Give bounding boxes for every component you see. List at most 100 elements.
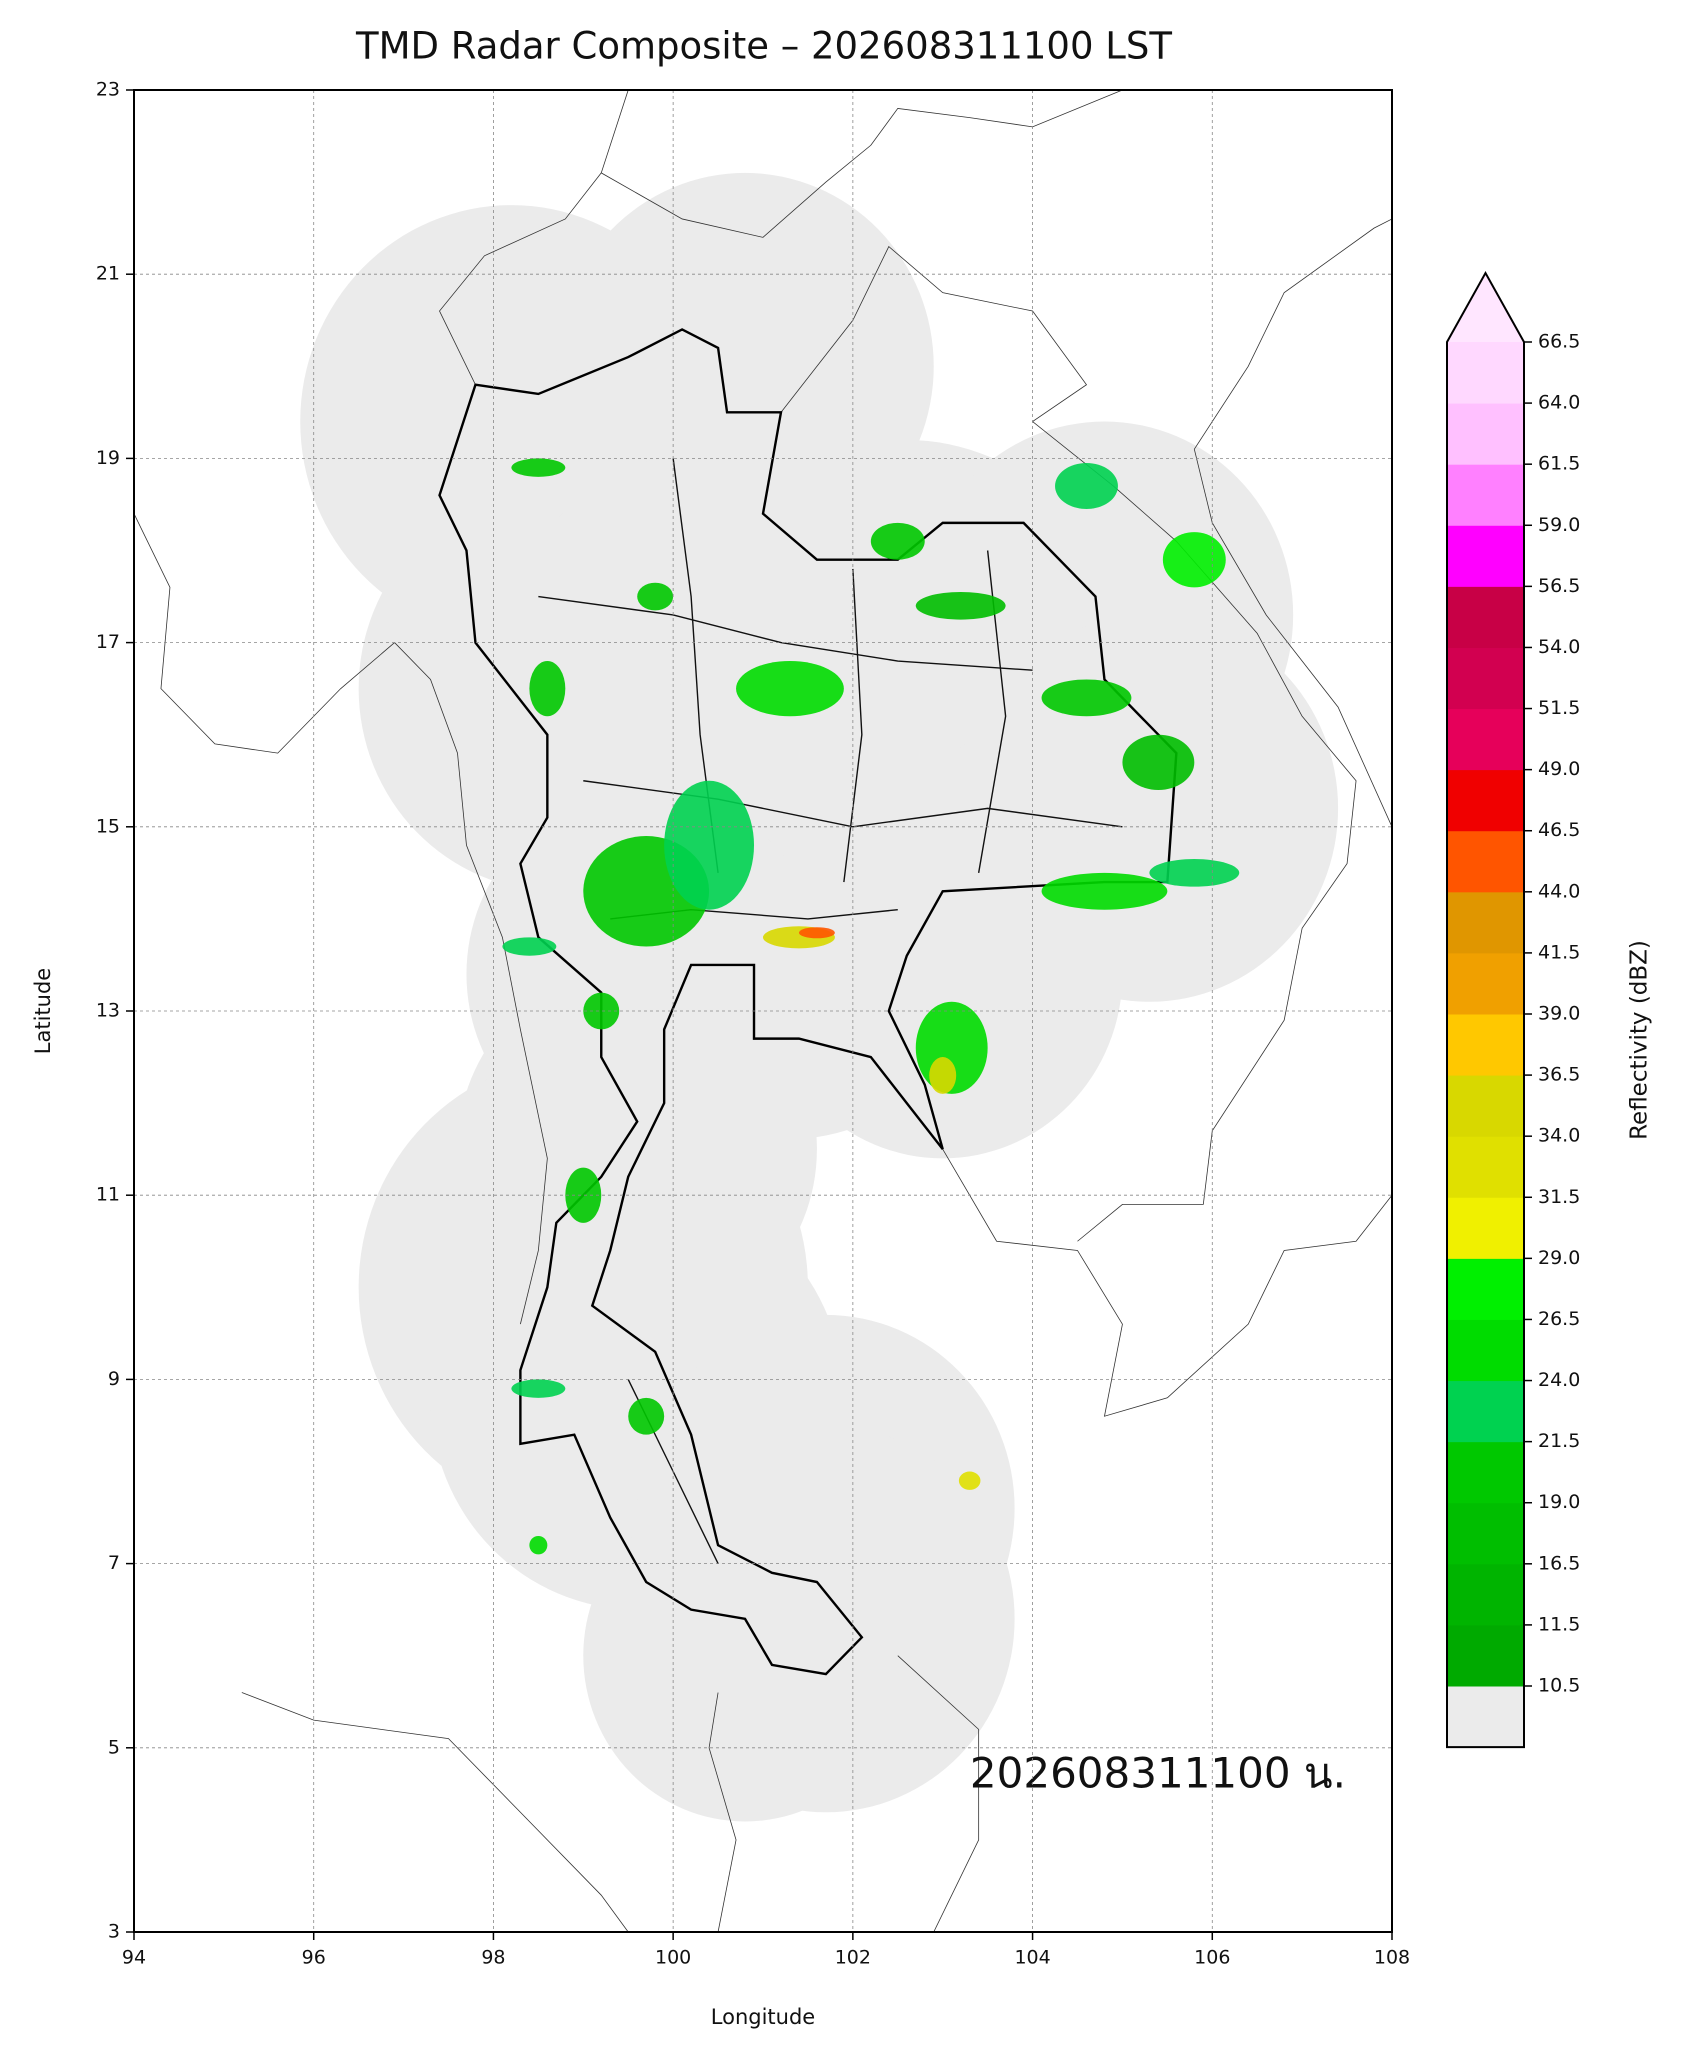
colorbar-tick-label: 16.5 <box>1538 1552 1580 1574</box>
x-tick-label: 98 <box>481 1947 505 1969</box>
coastline <box>134 513 548 1325</box>
radar-echo <box>1041 872 1168 910</box>
colorbar-band <box>1447 952 1524 1015</box>
colorbar-band <box>1447 1563 1524 1626</box>
colorbar-tick-label: 51.5 <box>1538 697 1580 719</box>
radar-echo <box>664 780 755 910</box>
radar-echo <box>565 1167 602 1223</box>
colorbar-tick-label: 21.5 <box>1538 1430 1580 1452</box>
radar-echo <box>798 927 835 939</box>
radar-echo <box>915 591 1006 620</box>
colorbar-tick-label: 59.0 <box>1538 514 1580 536</box>
colorbar-band <box>1447 647 1524 710</box>
colorbar-label: Reflectivity (dBZ) <box>1627 940 1653 1140</box>
x-axis-label: Longitude <box>711 2005 815 2029</box>
radar-echo <box>736 661 844 717</box>
colorbar-tick-label: 46.5 <box>1538 819 1580 841</box>
radar-echo <box>1162 532 1226 588</box>
chart-title: TMD Radar Composite – 202608311100 LST <box>355 25 1172 68</box>
colorbar-band <box>1447 1197 1524 1259</box>
colorbar-band <box>1447 1075 1524 1137</box>
colorbar-tick-label: 26.5 <box>1538 1308 1580 1330</box>
y-axis-label: Latitude <box>31 968 55 1054</box>
radar-echo <box>1055 463 1118 510</box>
radar-echo <box>1122 734 1195 790</box>
colorbar-band <box>1447 830 1524 893</box>
colorbar-band <box>1447 342 1524 404</box>
colorbar-band <box>1447 1014 1524 1076</box>
coastline <box>439 172 602 385</box>
radar-coverage <box>583 1489 907 1822</box>
colorbar-band <box>1447 586 1524 648</box>
colorbar-tick-label: 29.0 <box>1538 1247 1580 1269</box>
colorbar-band <box>1447 1319 1524 1382</box>
colorbar-band <box>1447 1441 1524 1504</box>
x-tick-label: 100 <box>655 1947 691 1969</box>
colorbar-tick-label: 54.0 <box>1538 636 1580 658</box>
map-content <box>134 90 1392 1932</box>
radar-echo <box>583 992 620 1030</box>
y-tick-label: 17 <box>96 631 120 653</box>
coastline <box>600 90 1123 238</box>
y-tick-label: 21 <box>96 263 120 285</box>
province-border <box>843 568 863 883</box>
y-tick-label: 7 <box>108 1552 120 1574</box>
radar-echo <box>502 937 557 956</box>
radar-echo <box>1041 679 1132 717</box>
colorbar-tick-label: 39.0 <box>1538 1003 1580 1025</box>
colorbar-band <box>1447 1136 1524 1198</box>
x-tick-label: 102 <box>835 1947 871 1969</box>
y-tick-label: 11 <box>96 1184 120 1206</box>
coastline <box>897 1655 980 1932</box>
radar-echo <box>529 1535 548 1555</box>
colorbar-tick-label: 66.5 <box>1538 331 1580 353</box>
map-layer <box>134 90 1392 1932</box>
y-tick-label: 19 <box>96 447 120 469</box>
colorbar-band <box>1447 891 1524 954</box>
colorbar-tick-label: 56.5 <box>1538 575 1580 597</box>
colorbar-tick-label: 31.5 <box>1538 1186 1580 1208</box>
radar-echo <box>628 1397 665 1435</box>
colorbar-band <box>1447 708 1524 771</box>
colorbar-tick-label: 44.0 <box>1538 880 1580 902</box>
time-annotation: 202608311100 น. <box>970 1749 1346 1798</box>
radar-echo <box>529 661 566 717</box>
colorbar-band <box>1447 769 1524 832</box>
colorbar-tick-label: 36.5 <box>1538 1064 1580 1086</box>
y-tick-label: 13 <box>96 1000 120 1022</box>
colorbar-under <box>1447 1686 1524 1748</box>
colorbar-band <box>1447 525 1524 587</box>
x-tick-label: 108 <box>1374 1947 1410 1969</box>
radar-echo <box>1149 859 1240 887</box>
colorbar-band <box>1447 1502 1524 1565</box>
colorbar-tick-label: 11.5 <box>1538 1613 1580 1635</box>
x-tick-label: 106 <box>1194 1947 1230 1969</box>
x-tick-label: 96 <box>302 1947 326 1969</box>
colorbar-band <box>1447 403 1524 465</box>
y-tick-label: 3 <box>108 1921 120 1943</box>
coastline <box>241 1692 629 1932</box>
y-tick-label: 9 <box>108 1368 120 1390</box>
radar-echo <box>929 1057 957 1094</box>
y-tick-label: 23 <box>96 79 120 101</box>
colorbar-tick-label: 41.5 <box>1538 941 1580 963</box>
y-tick-label: 5 <box>108 1736 120 1758</box>
radar-echo <box>870 522 925 560</box>
colorbar-tick-label: 49.0 <box>1538 758 1580 780</box>
x-tick-label: 104 <box>1014 1947 1050 1969</box>
plot-frame <box>133 89 1393 1933</box>
y-tick-label: 15 <box>96 815 120 837</box>
colorbar-tick-label: 64.0 <box>1538 392 1580 414</box>
radar-echo <box>511 1379 566 1398</box>
province-border <box>538 595 1033 671</box>
colorbar-band <box>1447 1624 1524 1687</box>
colorbar-band <box>1447 464 1524 526</box>
colorbar-tick-label: 24.0 <box>1538 1369 1580 1391</box>
radar-echo <box>637 582 674 611</box>
colorbar-tick-label: 19.0 <box>1538 1491 1580 1513</box>
colorbar-tick-label: 10.5 <box>1538 1675 1580 1697</box>
colorbar-over <box>1447 273 1524 342</box>
radar-echo <box>958 1471 981 1490</box>
colorbar-tick-label: 61.5 <box>1538 453 1580 475</box>
